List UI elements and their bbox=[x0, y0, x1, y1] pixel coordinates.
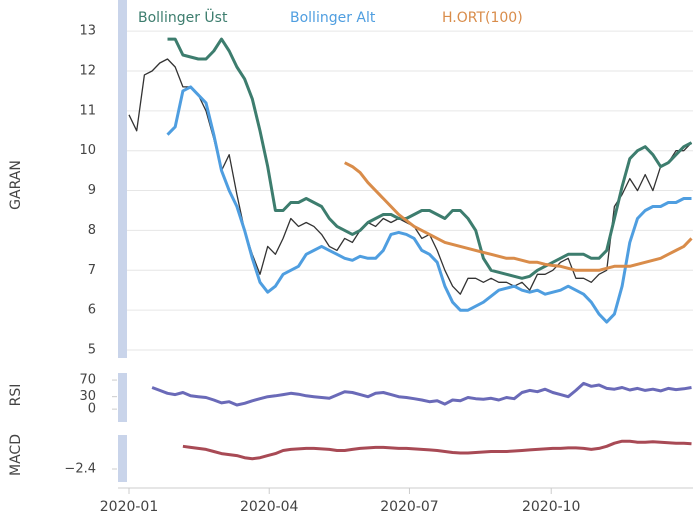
legend-entry: Bollinger Üst bbox=[138, 8, 228, 26]
legend-entry: H.ORT(100) bbox=[442, 10, 523, 26]
y-tick-label: 11 bbox=[79, 103, 96, 118]
y-axis-title: MACD bbox=[8, 434, 24, 476]
axis-strips bbox=[118, 0, 127, 482]
series-line bbox=[128, 58, 692, 295]
y-tick-label: −2.4 bbox=[64, 462, 96, 477]
axis-strip bbox=[118, 373, 127, 422]
y-tick-label: 9 bbox=[88, 183, 96, 198]
x-tick-label: 2020-01 bbox=[100, 499, 159, 515]
y-tick-label: 13 bbox=[79, 24, 96, 39]
y-tick-label: 10 bbox=[79, 143, 96, 158]
series-line bbox=[151, 381, 692, 407]
axis-strip bbox=[118, 0, 127, 358]
legend-entry: Bollinger Alt bbox=[290, 10, 376, 26]
y-tick-label: 5 bbox=[88, 343, 96, 358]
series-line bbox=[182, 439, 692, 461]
axis-strip bbox=[118, 435, 127, 482]
series-line bbox=[344, 161, 693, 272]
y-tick-label: 6 bbox=[88, 303, 96, 318]
x-tick-label: 2020-10 bbox=[522, 499, 581, 515]
y-axis-title: RSI bbox=[8, 384, 24, 407]
y-tick-label: 30 bbox=[79, 389, 96, 404]
y-tick-label: 8 bbox=[88, 223, 96, 238]
y-axis-title: GARAN bbox=[8, 160, 24, 210]
series-line bbox=[166, 85, 692, 324]
x-tick-label: 2020-07 bbox=[380, 499, 439, 515]
y-tick-label: 0 bbox=[88, 402, 96, 417]
y-tick-label: 12 bbox=[79, 63, 96, 78]
series-line bbox=[167, 37, 693, 280]
y-tick-label: 70 bbox=[79, 373, 96, 388]
y-tick-label: 7 bbox=[88, 263, 96, 278]
x-tick-label: 2020-04 bbox=[240, 499, 299, 515]
